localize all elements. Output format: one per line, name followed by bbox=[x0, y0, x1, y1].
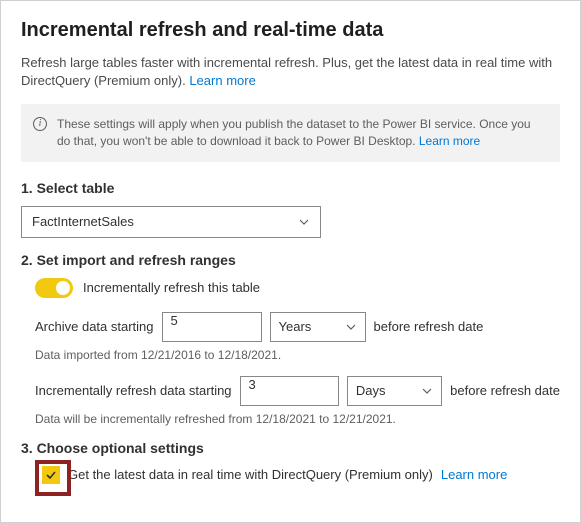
refresh-prefix: Incrementally refresh data starting bbox=[35, 383, 232, 398]
info-icon: i bbox=[33, 117, 47, 131]
refresh-row: Incrementally refresh data starting 3 Da… bbox=[21, 376, 560, 406]
incremental-refresh-dialog: Incremental refresh and real-time data R… bbox=[0, 0, 581, 523]
chevron-down-icon bbox=[345, 321, 357, 333]
archive-row: Archive data starting 5 Years before ref… bbox=[21, 312, 560, 342]
learn-more-link[interactable]: Learn more bbox=[189, 73, 255, 88]
archive-helper: Data imported from 12/21/2016 to 12/18/2… bbox=[21, 348, 560, 362]
chevron-down-icon bbox=[421, 385, 433, 397]
table-select-value: FactInternetSales bbox=[32, 214, 134, 229]
dialog-title: Incremental refresh and real-time data bbox=[21, 19, 560, 42]
table-select[interactable]: FactInternetSales bbox=[21, 206, 321, 238]
archive-value-input[interactable]: 5 bbox=[162, 312, 262, 342]
toggle-row: Incrementally refresh this table bbox=[21, 278, 560, 298]
realtime-label: Get the latest data in real time with Di… bbox=[68, 467, 433, 482]
realtime-learn-more-link[interactable]: Learn more bbox=[441, 467, 507, 482]
step1-label: 1. Select table bbox=[21, 180, 560, 196]
check-icon bbox=[45, 469, 57, 481]
refresh-helper: Data will be incrementally refreshed fro… bbox=[21, 412, 560, 426]
info-banner: i These settings will apply when you pub… bbox=[21, 104, 560, 162]
step3-label: 3. Choose optional settings bbox=[21, 440, 560, 456]
archive-unit-select[interactable]: Years bbox=[270, 312, 366, 342]
refresh-value-input[interactable]: 3 bbox=[240, 376, 339, 406]
realtime-checkbox[interactable] bbox=[42, 466, 60, 484]
toggle-label: Incrementally refresh this table bbox=[83, 280, 260, 295]
archive-prefix: Archive data starting bbox=[35, 319, 154, 334]
dialog-subtitle: Refresh large tables faster with increme… bbox=[21, 54, 560, 90]
realtime-row: Get the latest data in real time with Di… bbox=[21, 466, 560, 484]
info-learn-more-link[interactable]: Learn more bbox=[419, 134, 480, 148]
incremental-refresh-toggle[interactable] bbox=[35, 278, 73, 298]
refresh-unit-select[interactable]: Days bbox=[347, 376, 442, 406]
refresh-suffix: before refresh date bbox=[450, 383, 560, 398]
archive-suffix: before refresh date bbox=[374, 319, 484, 334]
chevron-down-icon bbox=[298, 216, 310, 228]
step2-label: 2. Set import and refresh ranges bbox=[21, 252, 560, 268]
